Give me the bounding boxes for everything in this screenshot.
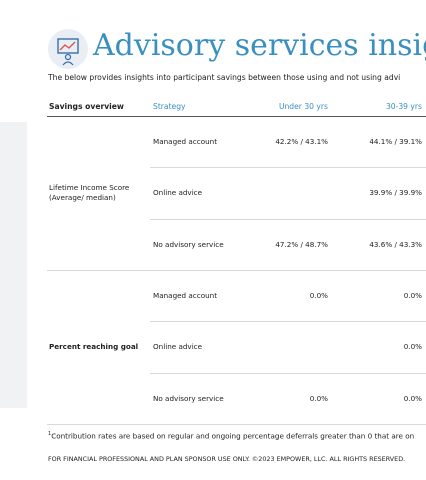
cell: 47.2% / 48.7% xyxy=(275,239,328,249)
strategy: No advisory service xyxy=(153,239,224,249)
subtitle: The below provides insights into partici… xyxy=(48,73,401,82)
row-rule xyxy=(150,373,426,374)
header-rule xyxy=(47,116,426,117)
column-header: Savings overview xyxy=(49,102,124,111)
cell: 43.6% / 43.3% xyxy=(369,239,422,249)
side-band xyxy=(0,122,27,408)
title: Advisory services insigh xyxy=(93,28,426,63)
strategy: No advisory service xyxy=(153,393,224,403)
strategy: Managed account xyxy=(153,290,218,300)
icon xyxy=(48,29,88,69)
group-rule xyxy=(47,270,426,271)
group-rule xyxy=(47,424,426,425)
group-label: Lifetime Income Score xyxy=(49,182,130,192)
group-sublabel: (Average/ median) xyxy=(49,192,116,202)
footnote: 1Contribution rates are based on regular… xyxy=(48,431,414,440)
cell: 0.0% xyxy=(309,290,328,300)
cell: 39.9% / 39.9% xyxy=(369,188,422,198)
strategy: Managed account xyxy=(153,137,218,146)
strategy: Online advice xyxy=(153,188,203,198)
cell: 0.0% xyxy=(309,393,328,403)
cell: 44.1% / 39.1% xyxy=(369,137,422,146)
cell: 0.0% xyxy=(403,393,422,403)
footnote-text: Contribution rates are based on regular … xyxy=(51,431,415,441)
group-label: Percent reaching goal xyxy=(49,341,139,351)
column-header: 30-39 yrs xyxy=(385,102,422,111)
row-rule xyxy=(150,167,426,168)
row-rule xyxy=(150,321,426,322)
cell: 42.2% / 43.1% xyxy=(275,137,328,146)
cell: 0.0% xyxy=(403,342,422,352)
row-rule xyxy=(150,219,426,220)
strategy: Online advice xyxy=(153,342,203,352)
column-header: Strategy xyxy=(153,102,186,111)
cell: 0.0% xyxy=(403,290,422,300)
footer: FOR FINANCIAL PROFESSIONAL AND PLAN SPON… xyxy=(48,455,406,463)
footnote-marker: 1 xyxy=(48,431,52,437)
column-header: Under 30 yrs xyxy=(278,102,328,111)
